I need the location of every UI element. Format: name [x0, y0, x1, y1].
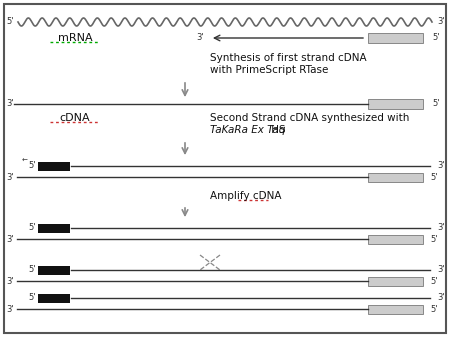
Text: 5': 5' — [430, 173, 437, 182]
Text: Second Strand cDNA synthesized with: Second Strand cDNA synthesized with — [210, 113, 410, 123]
Bar — [38, 294, 70, 303]
Text: HS: HS — [268, 125, 286, 135]
Text: cDNA: cDNA — [60, 113, 90, 123]
Text: 3': 3' — [437, 161, 445, 171]
Text: 5': 5' — [430, 276, 437, 285]
Text: 3': 3' — [6, 235, 14, 244]
Bar — [368, 99, 423, 109]
Text: 5': 5' — [430, 305, 437, 313]
Text: mRNA: mRNA — [58, 33, 92, 43]
Text: 3': 3' — [6, 305, 14, 313]
Text: 3': 3' — [437, 223, 445, 233]
Bar — [368, 305, 423, 313]
Text: ←: ← — [22, 158, 28, 164]
Text: 3': 3' — [437, 266, 445, 275]
Text: 5': 5' — [432, 33, 440, 42]
Text: 5': 5' — [430, 235, 437, 244]
Text: 3': 3' — [6, 99, 14, 109]
Text: 5': 5' — [28, 294, 36, 303]
Text: Synthesis of first strand cDNA: Synthesis of first strand cDNA — [210, 53, 367, 63]
Text: 3': 3' — [437, 294, 445, 303]
Text: Amplify cDNA: Amplify cDNA — [210, 191, 282, 201]
Bar — [368, 33, 423, 43]
Text: TaKaRa Ex Taq: TaKaRa Ex Taq — [210, 125, 285, 135]
Bar — [38, 161, 70, 171]
Text: 5': 5' — [432, 99, 440, 109]
Text: 5': 5' — [28, 223, 36, 233]
Text: 3': 3' — [437, 18, 445, 27]
Bar — [38, 223, 70, 233]
Bar — [38, 266, 70, 275]
Bar — [368, 235, 423, 244]
Text: 3': 3' — [6, 173, 14, 182]
Bar — [368, 276, 423, 285]
Text: 5': 5' — [6, 18, 14, 27]
Text: with PrimeScript RTase: with PrimeScript RTase — [210, 65, 328, 75]
Text: 3': 3' — [196, 33, 204, 42]
Text: 5': 5' — [28, 161, 36, 171]
Text: 5': 5' — [28, 266, 36, 275]
Text: 3': 3' — [6, 276, 14, 285]
Bar — [368, 173, 423, 182]
